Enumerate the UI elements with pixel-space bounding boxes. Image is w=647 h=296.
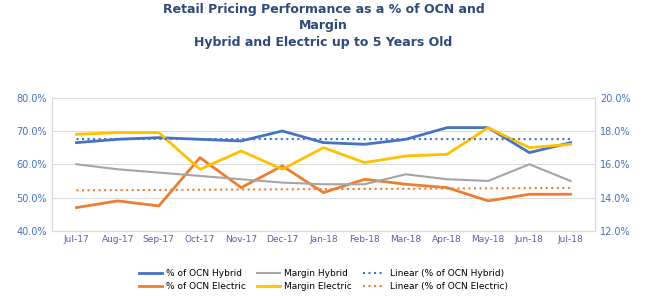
Legend: % of OCN Hybrid, % of OCN Electric, Margin Hybrid, Margin Electric, Linear (% of: % of OCN Hybrid, % of OCN Electric, Marg… <box>139 269 508 292</box>
Text: Retail Pricing Performance as a % of OCN and
Margin
Hybrid and Electric up to 5 : Retail Pricing Performance as a % of OCN… <box>162 3 485 49</box>
